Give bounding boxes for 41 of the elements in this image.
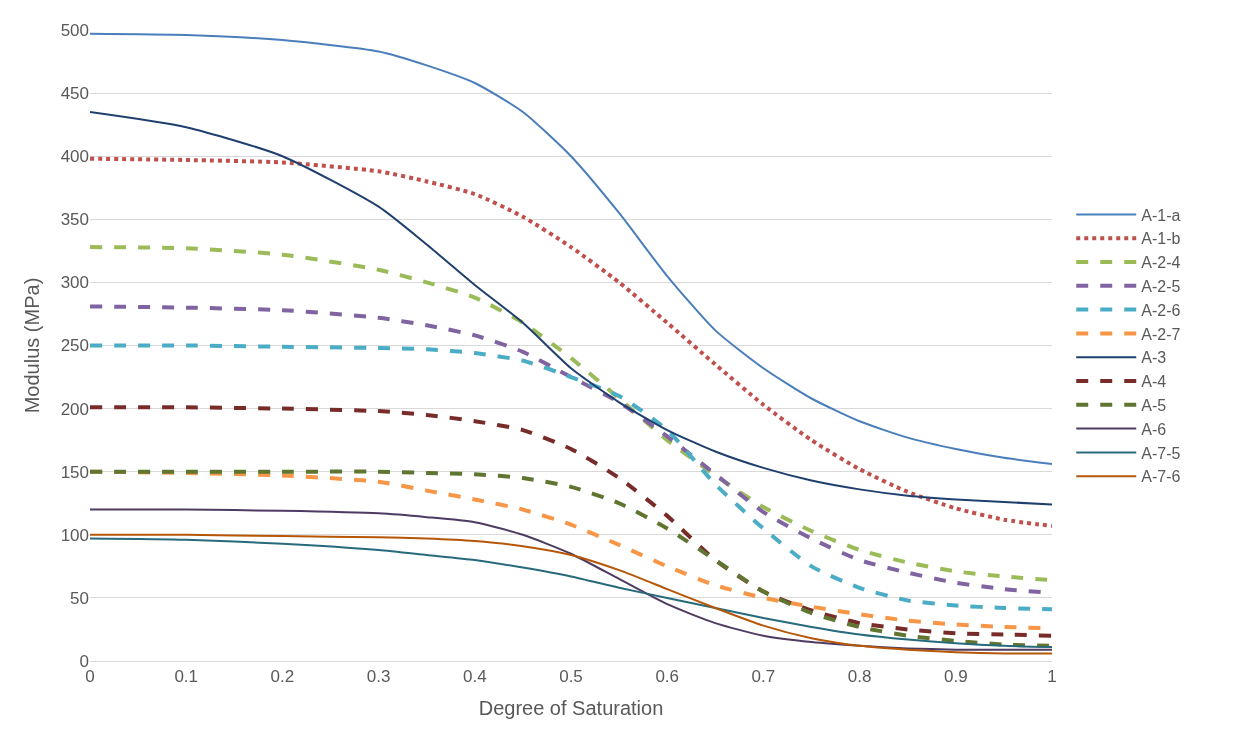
legend-label: A-5 <box>1141 397 1167 415</box>
y-axis-title: Modulus (MPa) <box>21 277 44 414</box>
x-axis-title: Degree of Saturation <box>478 696 664 719</box>
legend-label: A-2-6 <box>1141 301 1181 319</box>
y-tick-label: 350 <box>60 210 89 230</box>
y-tick-label: 500 <box>60 20 89 40</box>
x-tick-label: 0.2 <box>270 667 295 687</box>
legend-label: A-2-5 <box>1141 278 1181 296</box>
line-series <box>90 343 1052 612</box>
y-tick-label: 150 <box>60 462 89 482</box>
legend-label: A-4 <box>1141 373 1167 391</box>
legend-label: A-7-5 <box>1141 444 1181 462</box>
line-series <box>90 111 1052 506</box>
legend-label: A-1-a <box>1141 206 1181 224</box>
x-tick-label: 0.7 <box>751 667 776 687</box>
x-tick-label: 0.1 <box>174 667 199 687</box>
line-series <box>90 32 1052 466</box>
x-tick-label: 1 <box>1047 667 1057 687</box>
legend-label: A-2-7 <box>1141 325 1181 343</box>
legend-label: A-2-4 <box>1141 254 1181 272</box>
y-tick-label: 300 <box>60 273 89 293</box>
x-tick-label: 0.9 <box>943 667 968 687</box>
legend-label: A-3 <box>1141 349 1167 367</box>
x-tick-label: 0.3 <box>366 667 391 687</box>
x-tick-label: 0.6 <box>655 667 680 687</box>
y-tick-label: 400 <box>60 147 89 167</box>
line-series <box>90 508 1052 651</box>
x-tick-label: 0.4 <box>462 667 487 687</box>
legend-label: A-1-b <box>1141 230 1181 248</box>
x-tick-label: 0.8 <box>847 667 872 687</box>
legend-label: A-7-6 <box>1141 468 1181 486</box>
y-tick-label: 0 <box>79 651 89 671</box>
y-tick-label: 50 <box>70 588 89 608</box>
x-tick-label: 0.5 <box>559 667 583 687</box>
y-tick-label: 200 <box>60 399 89 419</box>
legend-label: A-6 <box>1141 420 1167 438</box>
line-series <box>90 405 1052 638</box>
y-tick-label: 450 <box>60 84 89 104</box>
line-series <box>90 156 1052 528</box>
y-tick-label: 100 <box>60 525 89 545</box>
y-tick-label: 250 <box>60 336 89 356</box>
